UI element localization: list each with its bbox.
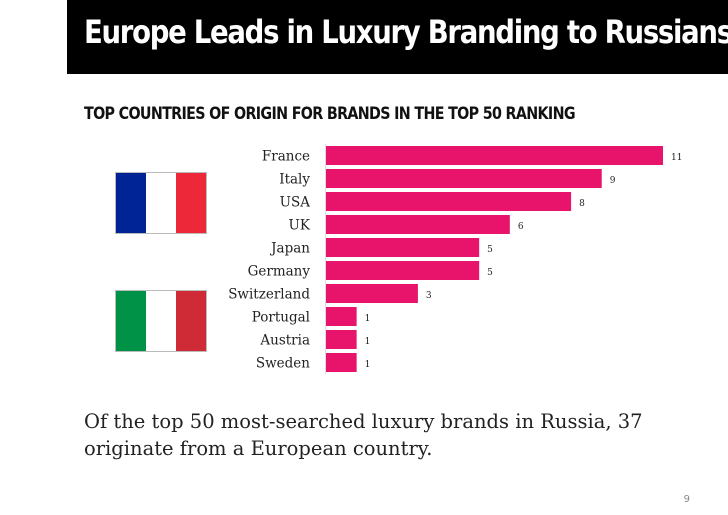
data-label: 5 <box>487 268 493 278</box>
category-label: UK <box>289 218 311 234</box>
bar <box>326 330 357 349</box>
page-title-text: Europe Leads in Luxury Branding to Russi… <box>84 13 728 51</box>
bar <box>326 238 480 257</box>
category-label: USA <box>280 195 311 211</box>
data-label: 8 <box>579 199 585 209</box>
data-label: 11 <box>671 153 682 163</box>
page-title: Europe Leads in Luxury Branding to Russi… <box>84 13 728 51</box>
category-label: Portugal <box>252 310 310 326</box>
chart-title: TOP COUNTRIES OF ORIGIN FOR BRANDS IN TH… <box>84 104 576 124</box>
data-label: 1 <box>365 360 371 370</box>
category-label: Germany <box>248 264 311 280</box>
category-label: Switzerland <box>228 287 310 303</box>
category-label: Italy <box>279 172 310 188</box>
bar <box>326 261 480 280</box>
italy-flag-stripe <box>146 291 176 351</box>
bar <box>326 307 357 326</box>
data-label: 9 <box>610 176 616 186</box>
bar <box>326 284 418 303</box>
data-label: 6 <box>518 222 524 232</box>
bar <box>326 215 510 234</box>
page-number: 9 <box>683 494 690 505</box>
france-flag-stripe <box>116 173 146 233</box>
bar <box>326 146 663 165</box>
bar <box>326 169 602 188</box>
italy-flag-stripe <box>176 291 206 351</box>
france-flag-stripe <box>146 173 176 233</box>
italy-flag-icon <box>115 290 207 352</box>
category-label: Japan <box>269 241 310 257</box>
data-label: 1 <box>365 337 371 347</box>
title-bar: Europe Leads in Luxury Branding to Russi… <box>67 0 728 74</box>
category-label: Austria <box>259 333 310 349</box>
bar <box>326 192 572 211</box>
italy-flag-stripe <box>116 291 146 351</box>
category-label: Sweden <box>256 356 310 372</box>
france-flag-stripe <box>176 173 206 233</box>
data-label: 1 <box>365 314 371 324</box>
footer-text: Of the top 50 most-searched luxury brand… <box>84 410 643 460</box>
france-flag-icon <box>115 172 207 234</box>
category-label: France <box>262 149 310 165</box>
bar <box>326 353 357 372</box>
data-label: 3 <box>426 291 432 301</box>
data-label: 5 <box>487 245 493 255</box>
